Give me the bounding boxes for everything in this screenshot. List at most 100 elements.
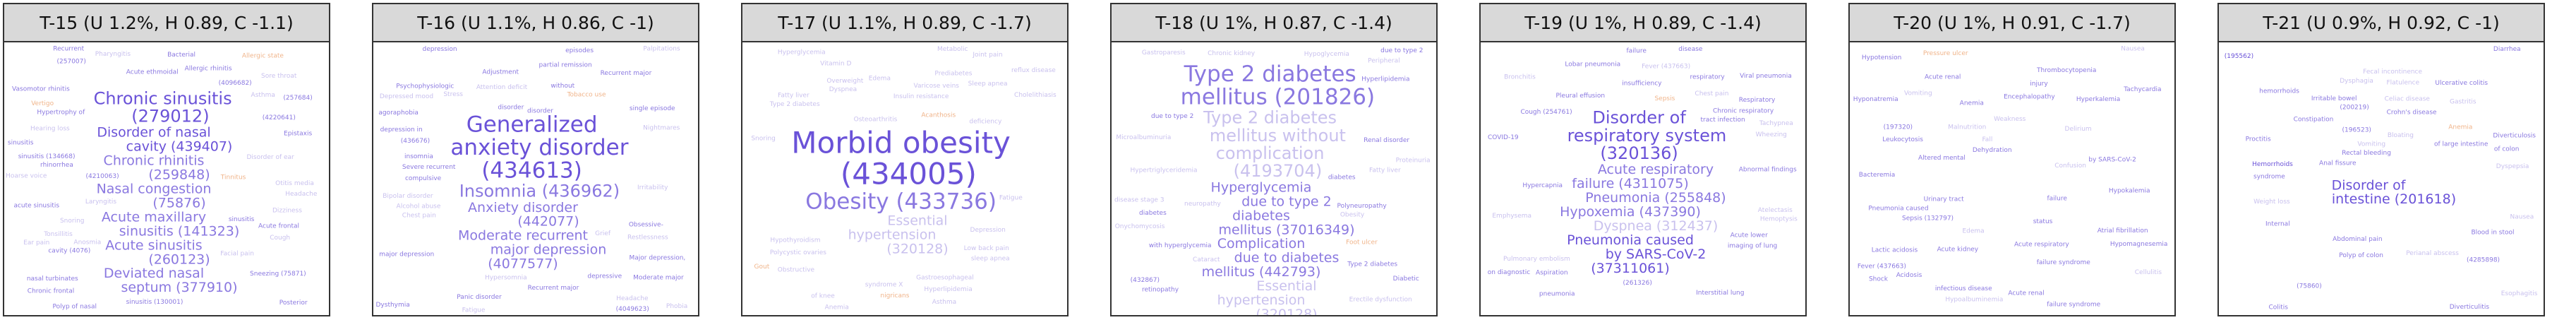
- cloud-word: (197320): [1884, 124, 1913, 131]
- cloud-word: Delirium: [2065, 126, 2092, 133]
- cloud-word: sleep apnea: [971, 256, 1010, 263]
- cloud-word: Posterior: [279, 300, 308, 307]
- cloud-word: failure (4311075): [1572, 176, 1689, 191]
- cloud-word: hypertension: [1217, 292, 1306, 308]
- cloud-word: Polycystic ovaries: [770, 249, 826, 256]
- cloud-word: Anal fissure: [2319, 160, 2357, 167]
- cloud-word: Hyperglycemia: [1211, 179, 1312, 195]
- cloud-word: Ulcerative colitis: [2435, 80, 2488, 87]
- word-cloud: Acute respiratory failure Hypokalemia Acute…: [1853, 45, 2168, 308]
- cloud-word: Type 2 diabetes: [769, 101, 820, 108]
- cloud-word: depressive: [587, 273, 622, 280]
- cloud-word: Hearing loss: [30, 125, 70, 132]
- cloud-word: syndrome: [2253, 174, 2285, 181]
- cloud-word: mellitus (442793): [1202, 264, 1321, 280]
- cloud-word: Proteinuria: [1396, 157, 1431, 164]
- cloud-word: Cough: [270, 235, 290, 242]
- cloud-word: (260123): [148, 251, 210, 267]
- cloud-word: Deviated nasal: [104, 266, 204, 281]
- cloud-word: Hypersomnia: [485, 274, 527, 281]
- cloud-word: sinusitis (134668): [18, 153, 76, 160]
- cloud-word: Complication: [1217, 236, 1306, 251]
- cloud-word: mellitus (201826): [1181, 85, 1375, 110]
- cloud-word: Snoring: [751, 136, 776, 143]
- cloud-word: (4193704): [1234, 161, 1323, 181]
- cloud-word: nasal turbinates: [27, 275, 78, 283]
- cloud-word: (436676): [401, 138, 430, 145]
- cloud-word: Microalbuminuria: [1116, 134, 1171, 141]
- cloud-word: Tonsillitis: [43, 231, 73, 238]
- cloud-word: Obstructive: [778, 267, 815, 274]
- cloud-word: failure: [2047, 195, 2067, 202]
- cloud-word: pneumonia: [1539, 291, 1575, 298]
- cloud-word: Weakness: [1994, 116, 2026, 123]
- cloud-word: Pneumonia (255848): [1585, 190, 1726, 206]
- cloud-word: due to type 2: [1241, 194, 1332, 209]
- cloud-word: status: [2033, 218, 2053, 225]
- cloud-word: Proctitis: [2246, 136, 2271, 143]
- cloud-word: (75876): [152, 195, 205, 211]
- cloud-word: Bacterial: [167, 52, 195, 59]
- cloud-word: sinusitis (141323): [119, 223, 239, 239]
- cloud-word: reflux disease: [1011, 67, 1056, 74]
- cloud-word: Acute maxillary: [102, 209, 206, 225]
- cloud-word: Adjustment: [482, 69, 519, 76]
- cloud-word: Sepsis (132797): [1902, 215, 1954, 223]
- topic-panel: T-17 (U 1.1%, H 0.89, C -1.7) Morbid obes…: [741, 3, 1069, 316]
- cloud-word: hemorrhoids: [2259, 88, 2299, 95]
- cloud-word: agoraphobia: [378, 109, 419, 117]
- cloud-word: Epistaxis: [284, 131, 312, 138]
- cloud-word: Sneezing (75871): [250, 271, 306, 278]
- cloud-word: Hypertrophy of: [37, 109, 85, 117]
- cloud-word: (195562): [2225, 53, 2253, 60]
- cloud-word: (257684): [283, 95, 312, 102]
- cloud-word: major depression: [379, 251, 434, 259]
- cloud-word: Acute kidney: [1937, 247, 1979, 254]
- cloud-word: acute sinusitis: [13, 203, 59, 210]
- cloud-word: Lobar pneumonia: [1565, 61, 1620, 68]
- word-cloud: Chronic sinusitis(279012)Disorder of nas…: [6, 45, 318, 310]
- cloud-word: hypertension: [848, 227, 937, 243]
- cloud-word: Acute renal: [1925, 74, 1961, 81]
- panel-title: T-15 (U 1.2%, H 0.89, C -1.1): [4, 4, 329, 42]
- cloud-word: due to type 2: [1151, 113, 1193, 120]
- cloud-word: Irritable bowel: [2311, 95, 2357, 102]
- cloud-word: Obesity (433736): [805, 189, 997, 215]
- cloud-word: of colon: [2494, 146, 2520, 153]
- cloud-word: Acidosis: [1896, 272, 1922, 279]
- cloud-word: Onychomycosis: [1115, 223, 1165, 230]
- cloud-word: Headache: [616, 295, 649, 302]
- cloud-word: without: [550, 83, 574, 90]
- cloud-word: deficiency: [969, 119, 1002, 126]
- cloud-word: Nausea: [2510, 214, 2534, 221]
- cloud-word: Type 2 diabetes: [1347, 261, 1397, 268]
- cloud-word: disorder: [527, 108, 553, 115]
- cloud-word: cavity (439407): [126, 139, 233, 155]
- cloud-word: Polyneuropathy: [1337, 203, 1387, 210]
- cloud-word: Osteoarthritis: [854, 116, 898, 123]
- cloud-word: (320136): [1600, 143, 1678, 163]
- cloud-word: Disorder of: [2332, 177, 2407, 193]
- cloud-word: Lactic acidosis: [1872, 247, 1918, 254]
- cloud-word: Hypokalemia: [2109, 188, 2150, 195]
- cloud-word: Abnormal findings: [1739, 166, 1797, 173]
- cloud-word: Vertigo: [31, 100, 54, 107]
- cloud-word: Dyspnea: [829, 86, 857, 93]
- cloud-word: insufficiency: [1622, 81, 1662, 88]
- cloud-word: (432867): [1131, 277, 1160, 284]
- cloud-word: Joint pain: [972, 52, 1002, 59]
- cloud-word: Fatigue: [462, 307, 486, 314]
- cloud-word: Vomiting: [2357, 141, 2385, 148]
- cloud-word: Fatty liver: [778, 93, 809, 100]
- cloud-word: Insulin resistance: [893, 93, 949, 100]
- cloud-word: (320128): [1256, 307, 1317, 315]
- cloud-word: (279012): [131, 107, 209, 126]
- cloud-word: Erectile dysfunction: [1349, 296, 1412, 303]
- cloud-word: neuropathy: [1184, 201, 1221, 208]
- cloud-word: nigricans: [880, 292, 909, 300]
- cloud-word: (4210063): [85, 173, 119, 180]
- cloud-word: retinopathy: [1142, 287, 1179, 294]
- cloud-word: Hypotension: [1862, 54, 1901, 61]
- cloud-word: Tachycardia: [2123, 86, 2161, 93]
- topic-panel: T-20 (U 1%, H 0.91, C -1.7) Acute respira…: [1848, 3, 2176, 316]
